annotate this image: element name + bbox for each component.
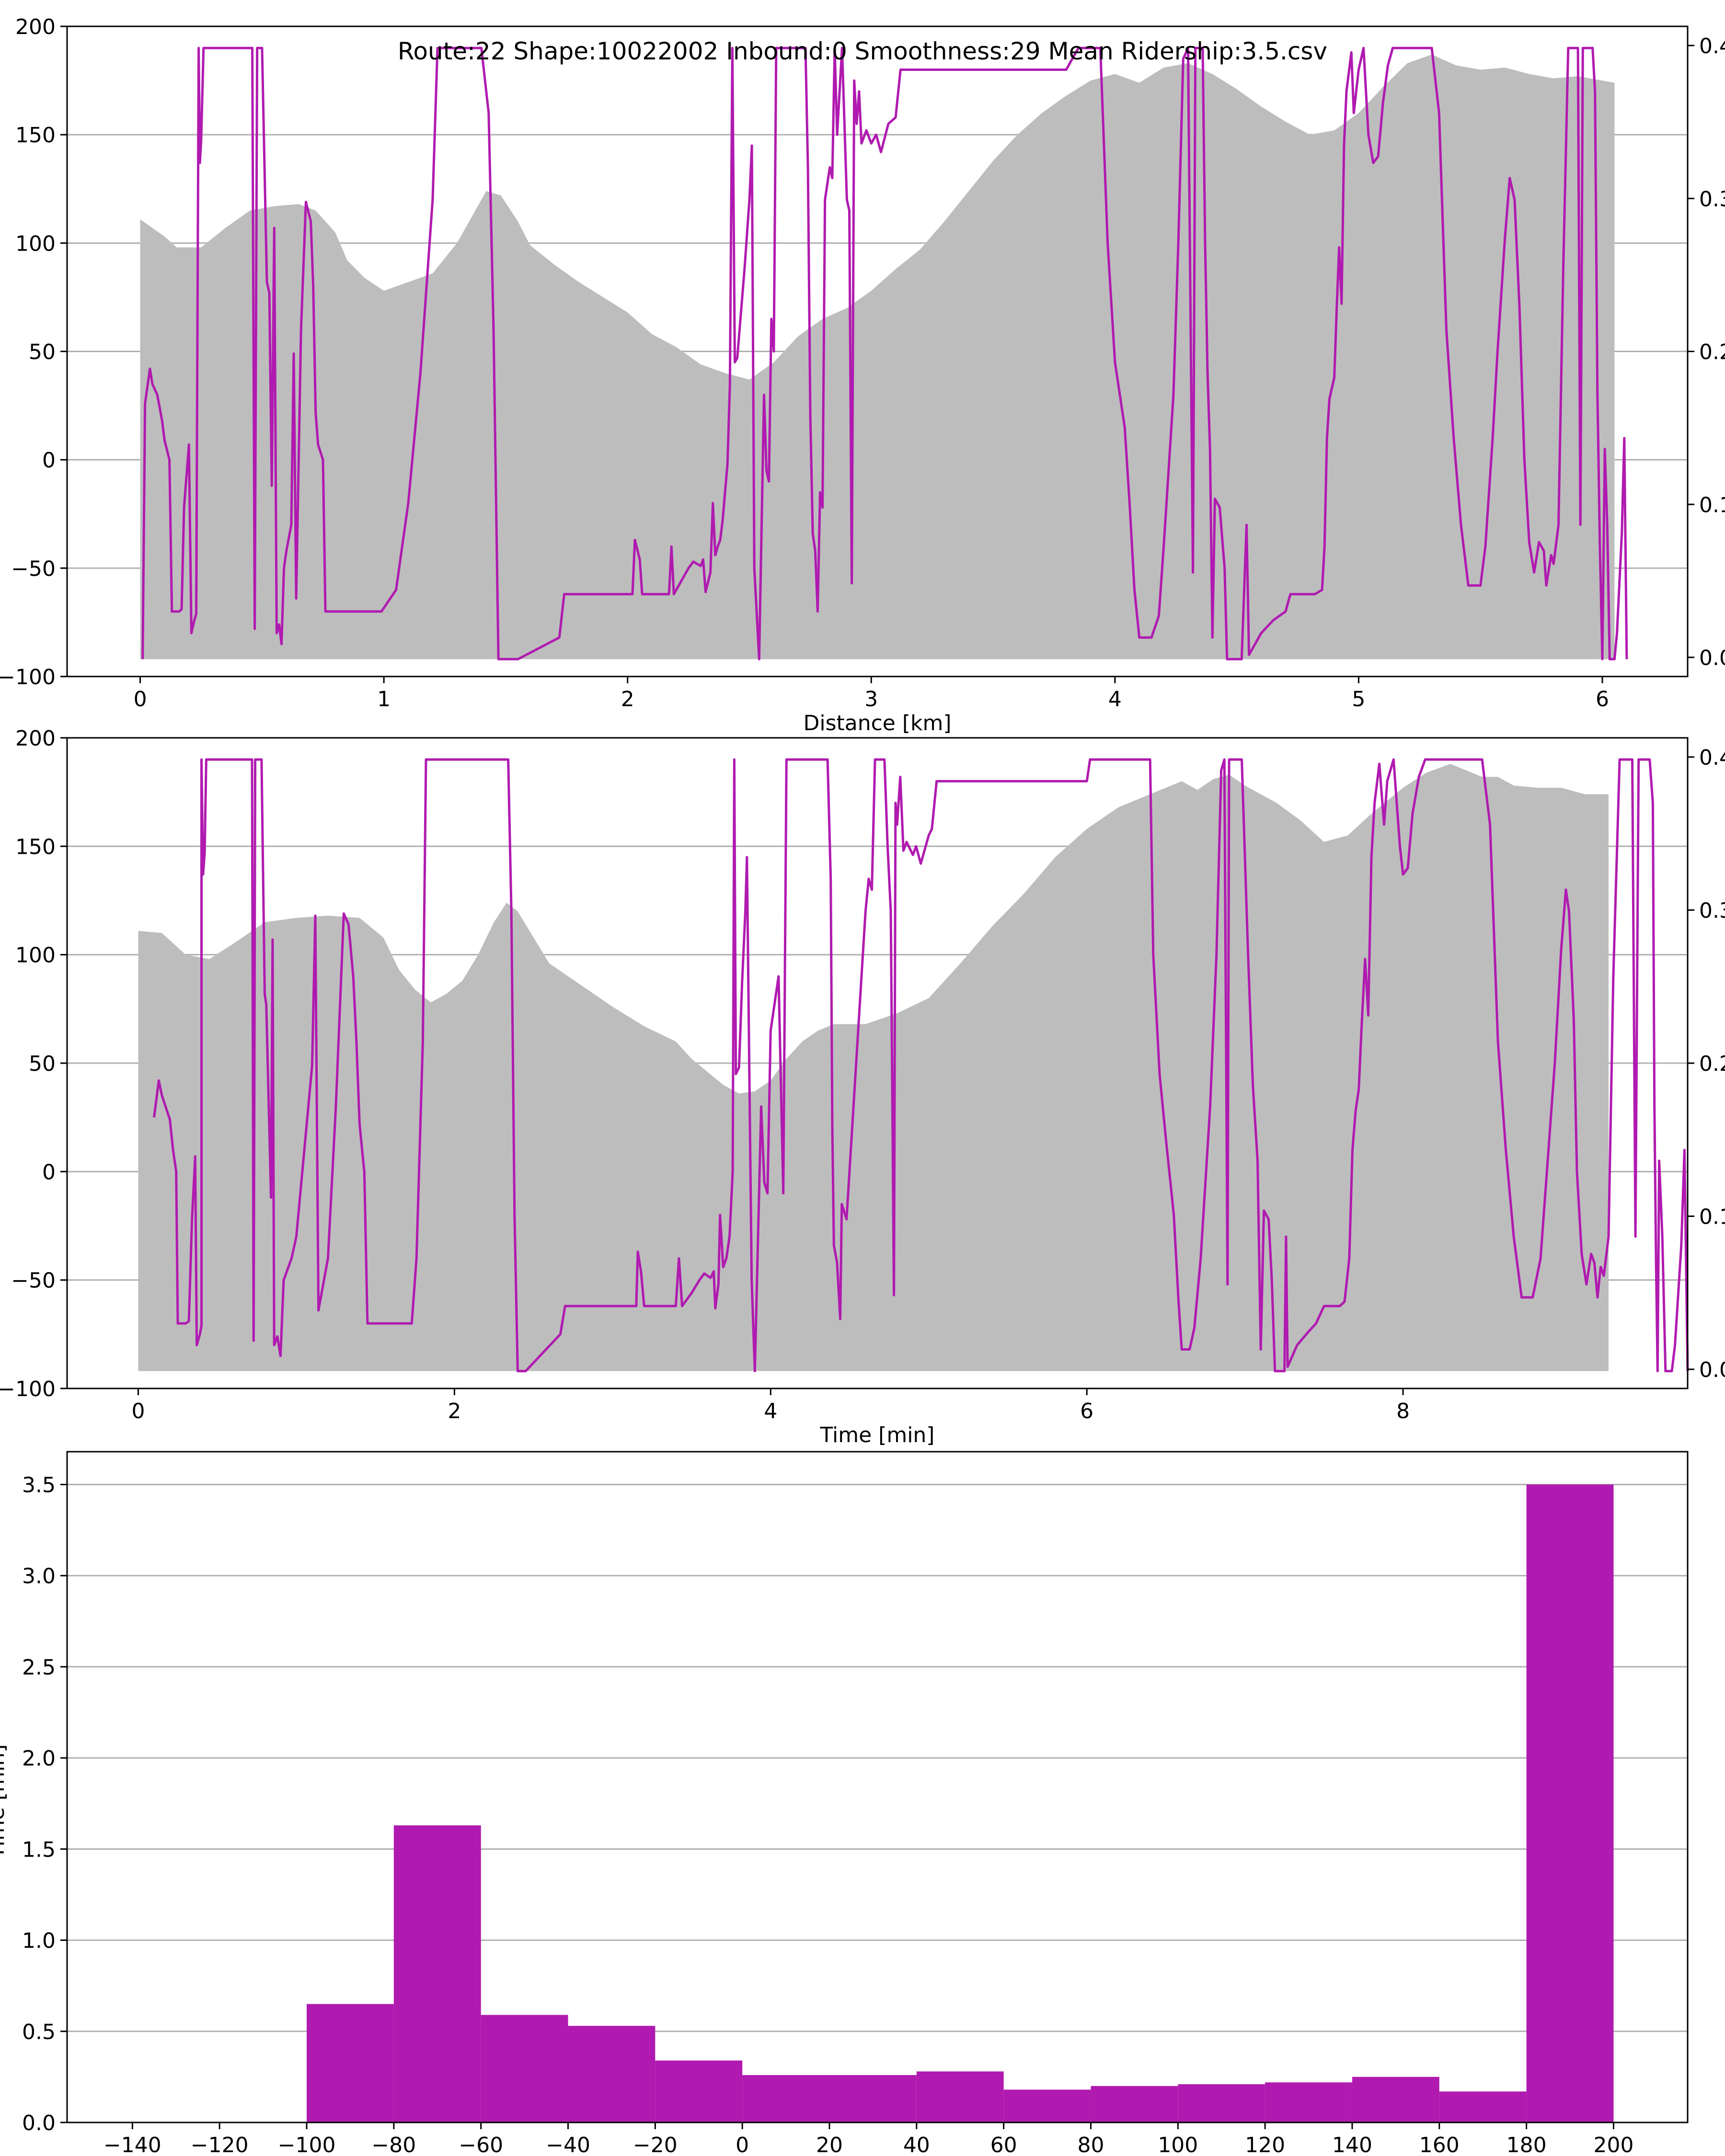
x-tick-label: 8: [1396, 1399, 1410, 1423]
y-tick-label: 2.5: [22, 1655, 56, 1680]
y-axis-label: Time [min]: [0, 1744, 9, 1859]
histogram-bar: [1003, 2089, 1091, 2122]
x-tick-label: 180: [1506, 2133, 1547, 2156]
x-tick-label: 20: [816, 2133, 843, 2156]
y2-tick-label: 0.4: [1699, 745, 1725, 770]
y-tick-label: 2.0: [22, 1746, 56, 1771]
x-tick-label: −120: [191, 2133, 249, 2156]
y-tick-label: 200: [15, 726, 56, 751]
x-tick-label: 0: [736, 2133, 749, 2156]
y-tick-label: 50: [29, 1052, 56, 1076]
y-tick-label: −100: [0, 665, 56, 689]
y-tick-label: 3.5: [22, 1473, 56, 1497]
load-line: [141, 46, 1628, 661]
x-tick-label: 120: [1245, 2133, 1285, 2156]
y-tick-label: −50: [11, 557, 56, 581]
x-tick-label: −140: [104, 2133, 161, 2156]
y-tick-label: −50: [11, 1269, 56, 1293]
y-tick-label: 1.0: [22, 1929, 56, 1953]
y2-tick-label: 0.1: [1699, 493, 1725, 517]
x-tick-label: 2: [448, 1399, 461, 1423]
histogram-bar: [916, 2071, 1004, 2122]
x-tick-label: 0: [131, 1399, 145, 1423]
y-tick-label: 100: [15, 943, 56, 968]
histogram-bar: [1352, 2076, 1439, 2122]
x-tick-label: 4: [1108, 687, 1122, 711]
y-tick-label: 150: [15, 835, 56, 859]
histogram-bar: [481, 2015, 568, 2122]
x-tick-label: 6: [1596, 687, 1609, 711]
x-tick-label: 100: [1158, 2133, 1198, 2156]
y-tick-label: 50: [29, 340, 56, 365]
histogram-bar: [829, 2075, 917, 2122]
x-tick-label: 4: [764, 1399, 777, 1423]
y-tick-label: 1.5: [22, 1837, 56, 1862]
y2-tick-label: 0.3: [1699, 187, 1725, 211]
y-tick-label: 150: [15, 123, 56, 148]
x-tick-label: −40: [546, 2133, 590, 2156]
x-tick-label: 3: [864, 687, 878, 711]
y-tick-label: 200: [15, 15, 56, 39]
histogram-bar: [1178, 2084, 1265, 2122]
histogram-bar: [742, 2075, 829, 2122]
panel-distance: 0 1 2 3 4 5 6 −100 −50 0 50 100 150 200 0.0 0.1 0.2 0.3 0.…: [0, 15, 1725, 735]
y-tick-label: 0: [42, 1160, 56, 1184]
y2-tick-label: 0.3: [1699, 899, 1725, 923]
histogram-bar: [655, 2060, 743, 2122]
histogram-bar: [1526, 1484, 1614, 2122]
load-line: [153, 758, 1689, 1373]
x-tick-label: 0: [134, 687, 147, 711]
y2-tick-label: 0.0: [1699, 1358, 1725, 1382]
y2-tick-label: 0.0: [1699, 646, 1725, 670]
x-tick-label: −100: [278, 2133, 336, 2156]
histogram-bar: [1091, 2086, 1178, 2122]
x-tick-label: −60: [459, 2133, 503, 2156]
y-tick-label: 0.5: [22, 2020, 56, 2044]
y2-tick-label: 0.1: [1699, 1205, 1725, 1229]
x-tick-label: −20: [633, 2133, 678, 2156]
x-tick-label: 80: [1077, 2133, 1104, 2156]
y-tick-label: 100: [15, 231, 56, 256]
histogram-bar: [1439, 2091, 1527, 2122]
elevation-area: [140, 54, 1615, 659]
x-tick-label: 6: [1080, 1399, 1093, 1423]
y2-tick-label: 0.4: [1699, 34, 1725, 58]
x-axis-label: Time [min]: [820, 1423, 935, 1447]
panel-time: 0 2 4 6 8 −100 −50 0 50 100 150 200 0.0 0.1 0.2 0.3 0.4 T…: [0, 726, 1725, 1447]
histogram-bar: [393, 1825, 481, 2122]
y-tick-label: 0: [42, 448, 56, 473]
y-tick-label: 0.0: [22, 2111, 56, 2135]
panel-histogram: −140 −120 −100 −80 −60 −40 −20 0 20 40 60 80 100 120 1…: [0, 1451, 1689, 2156]
histogram-bar: [307, 2004, 394, 2122]
x-tick-label: 160: [1419, 2133, 1460, 2156]
x-tick-label: 40: [903, 2133, 930, 2156]
axes-frame: [66, 1451, 1689, 2123]
y2-tick-label: 0.2: [1699, 340, 1725, 365]
x-tick-label: −80: [371, 2133, 416, 2156]
x-tick-label: 5: [1352, 687, 1365, 711]
x-tick-label: 1: [377, 687, 391, 711]
figure-title: Route:22 Shape:10022002 Inbound:0 Smooth…: [398, 37, 1327, 65]
elevation-area: [138, 764, 1609, 1371]
x-tick-label: 140: [1332, 2133, 1372, 2156]
x-tick-label: 2: [621, 687, 634, 711]
x-tick-label: 60: [990, 2133, 1017, 2156]
y-tick-label: 3.0: [22, 1564, 56, 1589]
y2-tick-label: 0.2: [1699, 1052, 1725, 1076]
histogram-bar: [568, 2026, 656, 2122]
histogram-bar: [1265, 2082, 1352, 2122]
x-tick-label: 200: [1593, 2133, 1633, 2156]
y-tick-label: −100: [0, 1377, 56, 1401]
x-axis-label: Distance [km]: [803, 711, 951, 735]
